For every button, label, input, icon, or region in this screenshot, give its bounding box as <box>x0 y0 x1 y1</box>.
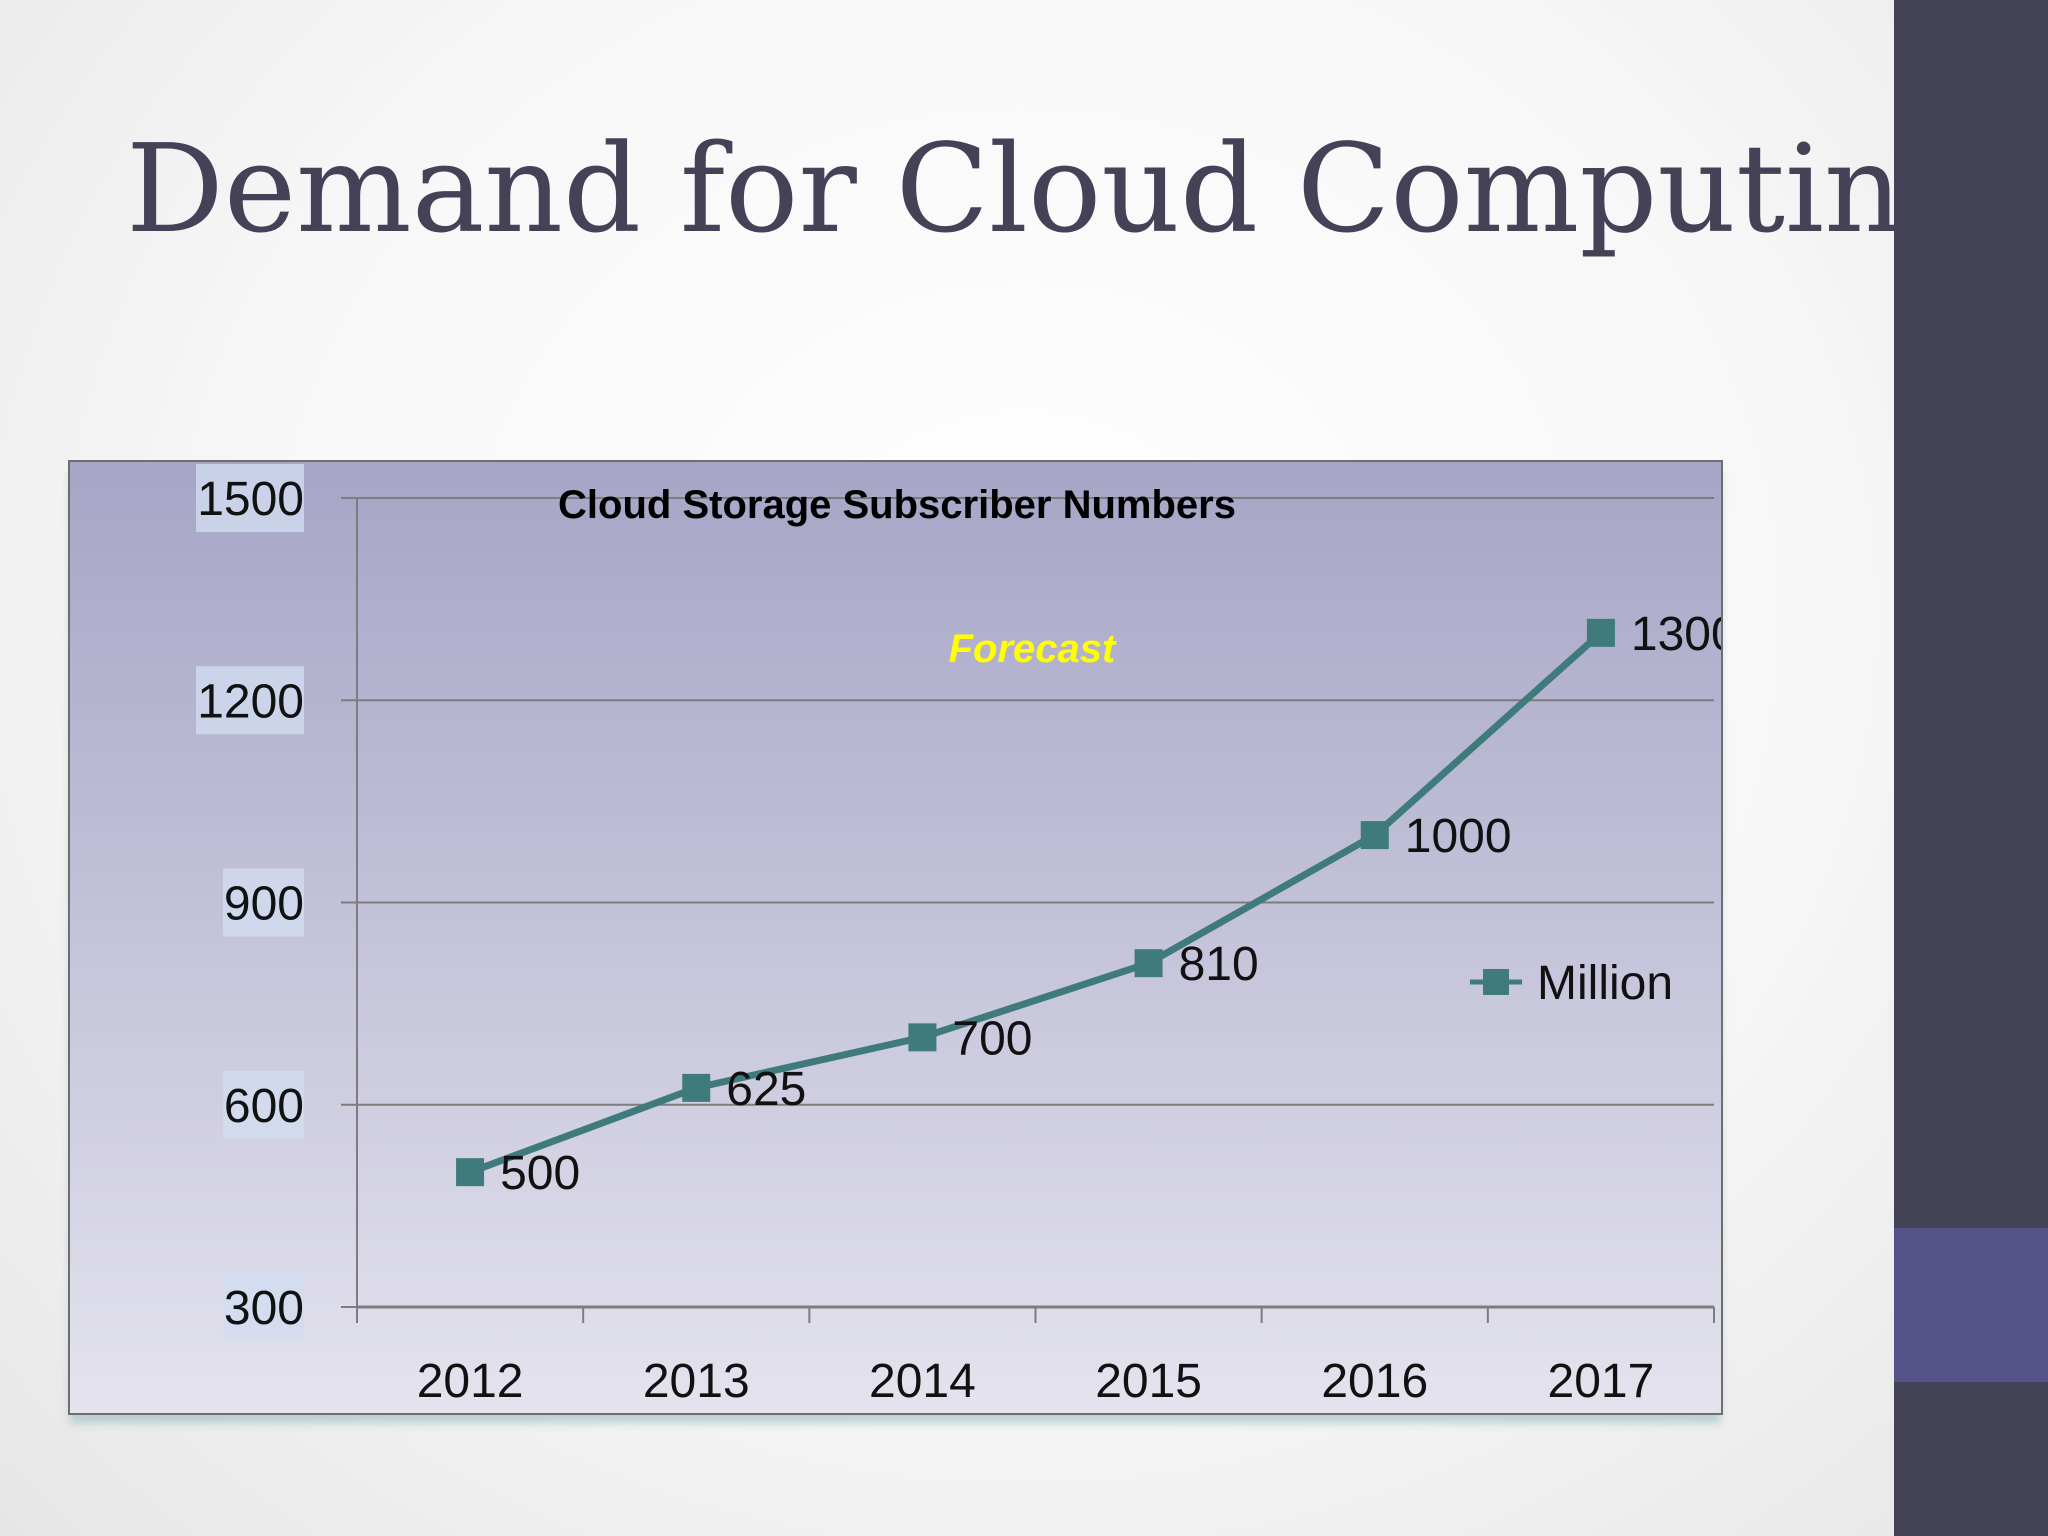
data-label: 1300 <box>1631 608 1721 661</box>
data-point-marker <box>456 1158 485 1187</box>
y-tick-label-background <box>223 1273 304 1341</box>
axes <box>356 498 1715 1323</box>
data-point-marker <box>908 1023 937 1052</box>
sidebar-accent-block <box>1894 1228 2048 1382</box>
x-tick-label: 2016 <box>1321 1355 1428 1408</box>
y-tick-label: 900 <box>224 878 304 931</box>
y-tick-labels: 300 600 900 1200 1500 <box>197 473 304 1335</box>
y-tick-label-background <box>196 666 304 735</box>
x-tick-label: 2013 <box>643 1355 750 1408</box>
series-group <box>456 618 1615 1187</box>
data-label: 1000 <box>1405 810 1512 863</box>
data-point-marker <box>1586 618 1615 647</box>
slide-title: Demand for Cloud Computing <box>126 118 1981 260</box>
y-tick-label: 300 <box>224 1282 304 1335</box>
data-point-marker <box>1134 949 1163 978</box>
data-label: 700 <box>952 1012 1032 1065</box>
x-tick-label: 2015 <box>1095 1355 1202 1408</box>
x-tick-labels: 2012 2013 2014 2015 2016 2017 <box>417 1355 1655 1408</box>
legend: Million <box>1470 957 1673 1010</box>
data-label: 500 <box>500 1147 580 1200</box>
data-point-marker <box>682 1073 711 1102</box>
x-tick-label: 2012 <box>417 1355 524 1408</box>
y-tick-label-background <box>223 1070 304 1139</box>
y-tick-label-background <box>223 868 304 937</box>
data-labels: 500 625 700 810 1000 1300 <box>500 608 1721 1200</box>
data-point-marker <box>1360 821 1389 850</box>
x-tick-label: 2014 <box>869 1355 976 1408</box>
chart-title: Cloud Storage Subscriber Numbers <box>558 483 1236 527</box>
chart-frame: 300 600 900 1200 1500 2012 2013 2014 2015 2016 20… <box>68 460 1723 1415</box>
legend-marker <box>1483 969 1509 995</box>
legend-label: Million <box>1537 957 1673 1010</box>
y-tick-label: 1500 <box>197 473 304 526</box>
data-label: 625 <box>726 1063 806 1116</box>
y-tick-label: 1200 <box>197 675 304 728</box>
y-tick-backgrounds <box>196 464 304 1341</box>
x-tick-label: 2017 <box>1548 1355 1655 1408</box>
forecast-annotation: Forecast <box>949 627 1117 671</box>
series-line <box>468 630 1604 1176</box>
y-tick-label-background <box>196 464 304 532</box>
y-tick-label: 600 <box>224 1080 304 1133</box>
data-label: 810 <box>1179 938 1259 991</box>
